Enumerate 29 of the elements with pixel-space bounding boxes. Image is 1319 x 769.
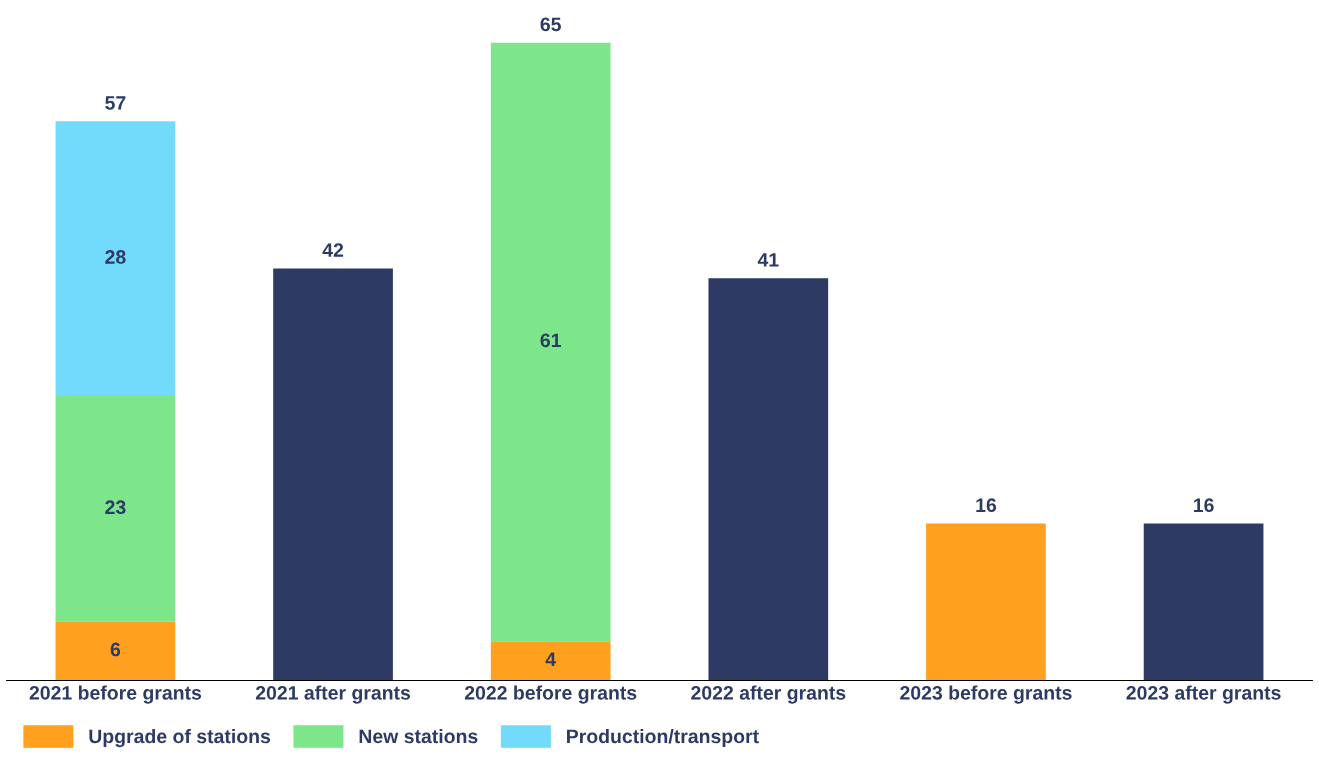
total-label: 16 <box>976 498 997 513</box>
bar <box>273 268 393 681</box>
bar <box>926 523 1046 681</box>
bar <box>55 121 176 397</box>
legend-label: Production/transport <box>567 728 759 748</box>
bar <box>1143 523 1264 681</box>
data-label: 28 <box>105 250 126 264</box>
bar <box>55 621 176 681</box>
x-tick-label: 2022 after grants <box>691 685 846 704</box>
legend-label: New stations <box>359 728 478 744</box>
total-label: 42 <box>322 243 344 257</box>
total-label: 16 <box>1194 498 1214 513</box>
x-tick-label: 2021 before grants <box>29 685 202 704</box>
legend-label: Upgrade of stations <box>89 728 271 748</box>
x-tick-label: 2023 before grants <box>900 685 1072 704</box>
x-tick-label: 2022 before grants <box>464 685 637 704</box>
bar <box>708 278 829 681</box>
data-label: 4 <box>545 652 556 666</box>
total-label: 57 <box>105 96 126 110</box>
bar <box>490 641 611 681</box>
total-label: 65 <box>540 17 561 32</box>
data-label: 23 <box>105 500 126 515</box>
x-tick-label: 2023 after grants <box>1126 685 1281 704</box>
bar <box>490 42 611 642</box>
total-label: 41 <box>757 253 779 267</box>
bar <box>55 396 176 622</box>
x-tick-label: 2021 after grants <box>255 685 411 704</box>
data-label: 6 <box>110 642 121 657</box>
data-label: 61 <box>540 333 561 348</box>
